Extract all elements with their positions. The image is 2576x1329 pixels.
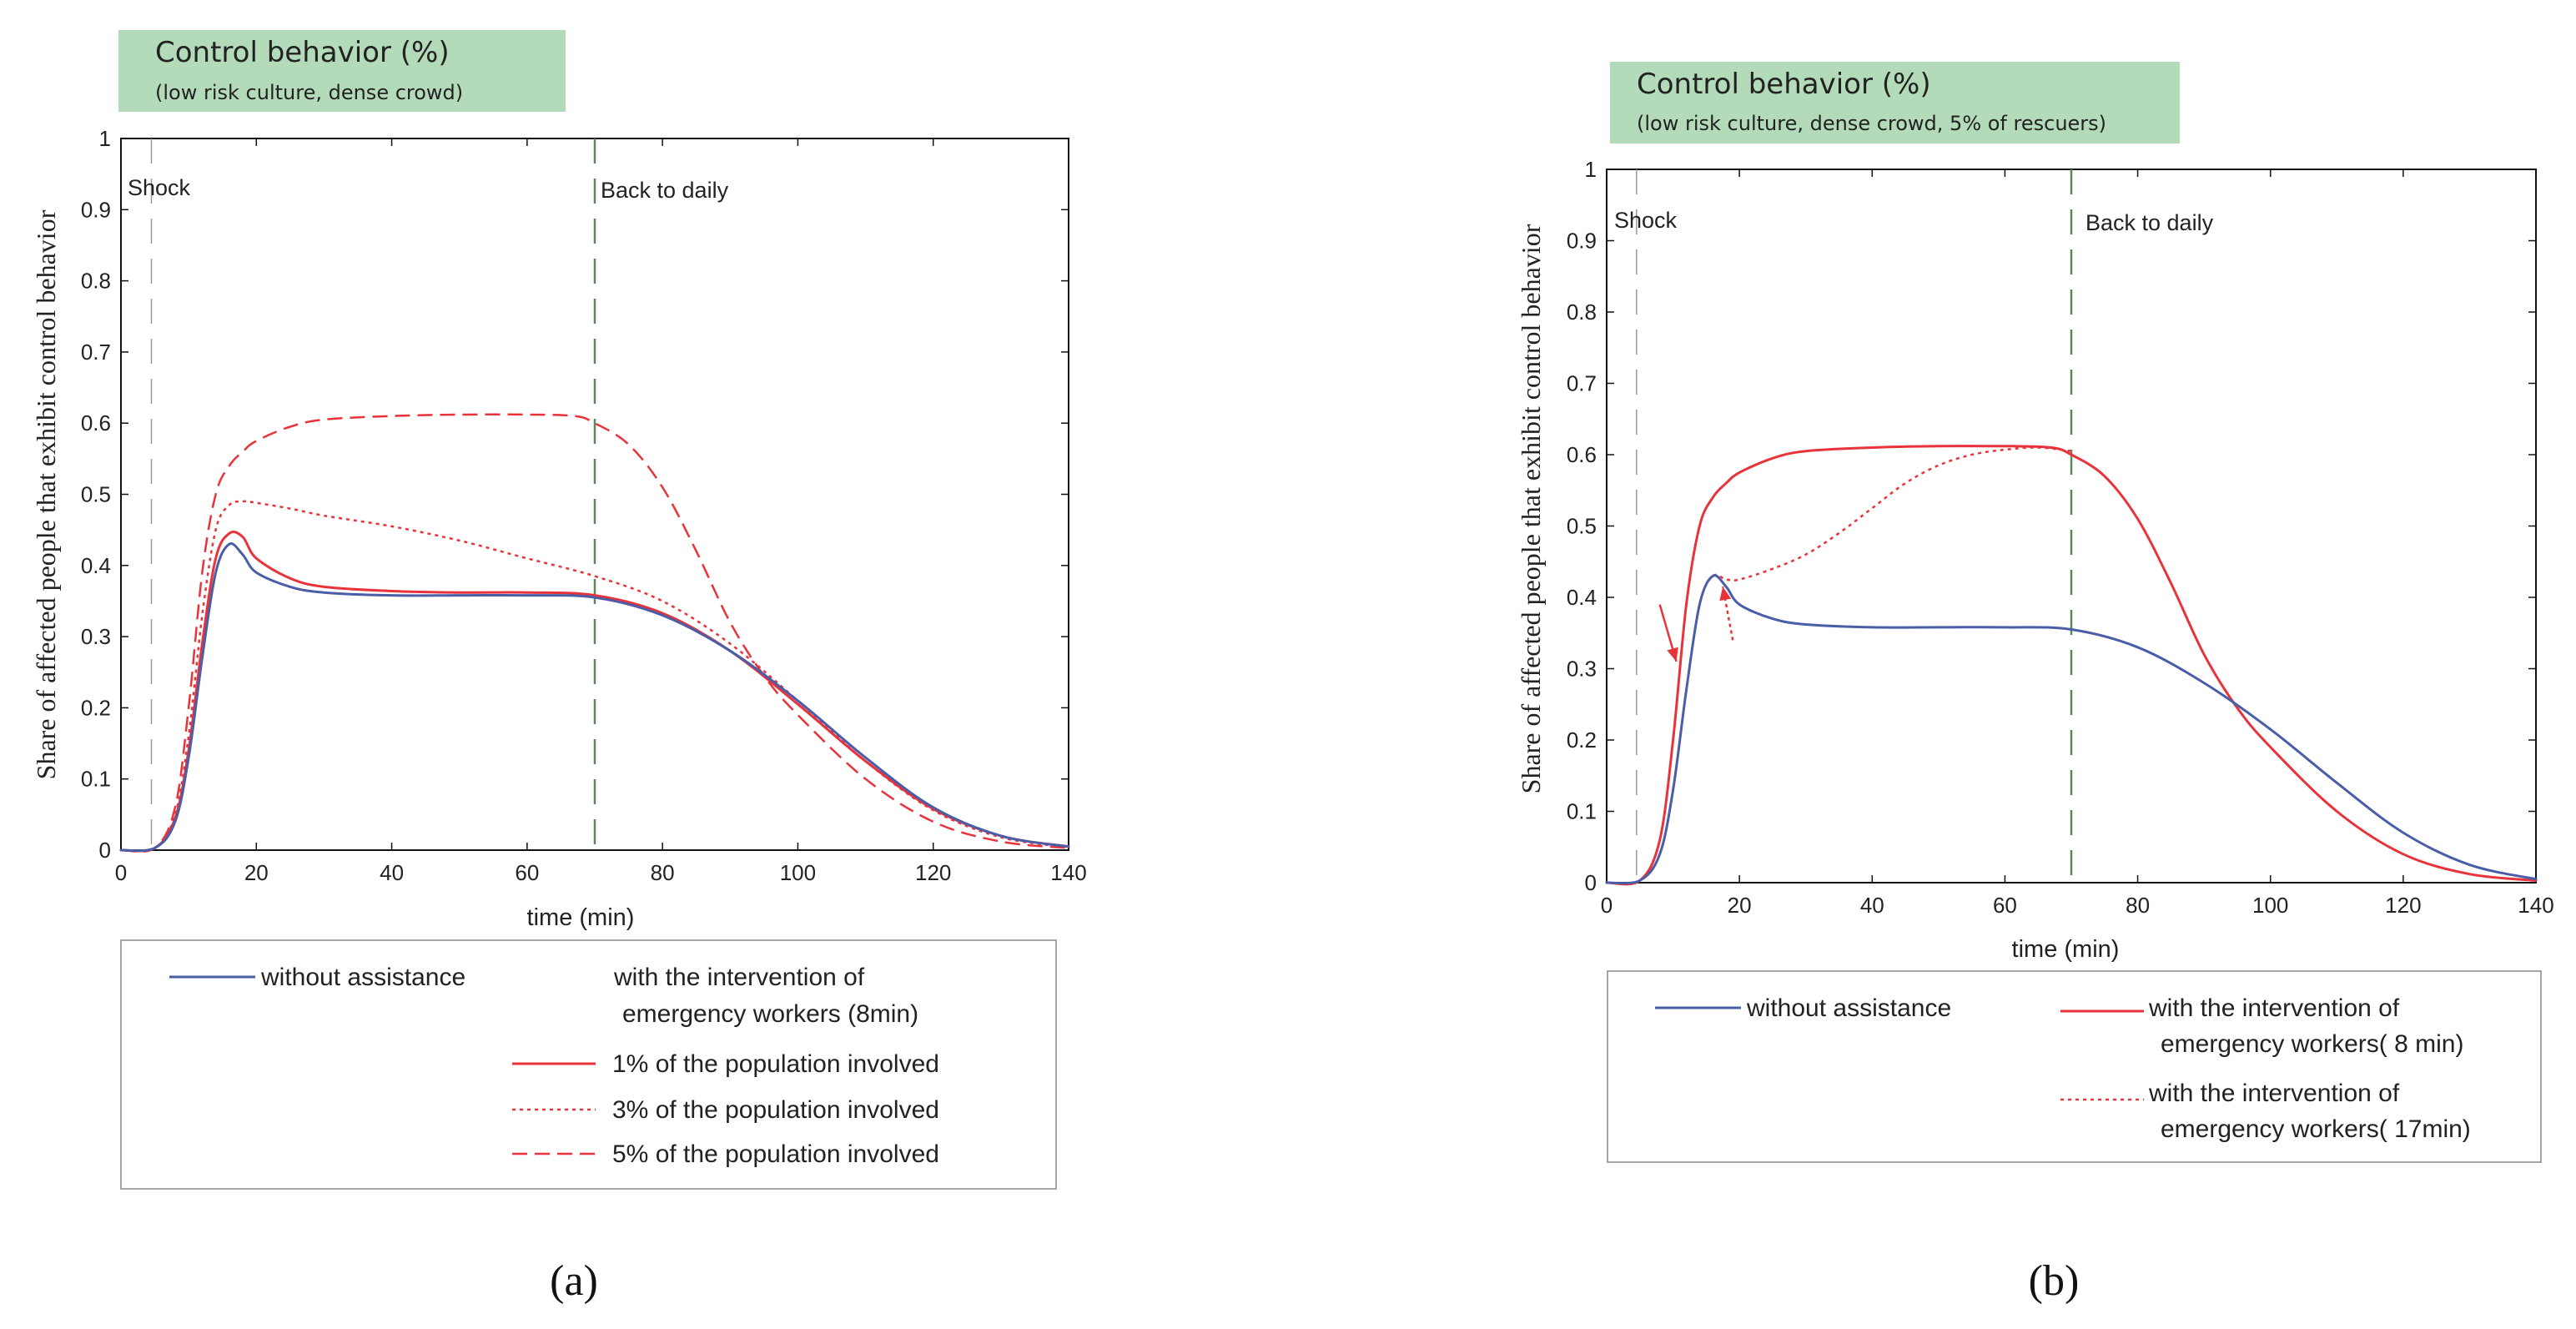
- panel-b-annotation-arrowhead: [1667, 647, 1678, 662]
- panel-b-header-box: [1610, 62, 2180, 143]
- panel-a-plot: 0 0.1 0.2 0.3 0.4 0.5 0.6 0.7 0.8 0.9 1 0 20 40 60 80 10…: [81, 126, 1087, 885]
- panel-a-ytick-label: 0.5: [81, 482, 111, 507]
- panel-a-legend: without assistance with the intervention…: [120, 939, 1057, 1190]
- panel-a-xtick-label: 100: [780, 860, 816, 885]
- panel-b-ylabel: Share of affected people that exhibit co…: [1516, 224, 1546, 793]
- panel-a-ytick-label: 0.1: [81, 767, 111, 792]
- panel-a-legend-label-1pct: 1% of the population involved: [612, 1050, 939, 1078]
- panel-b: Control behavior (%) (low risk culture, …: [1516, 62, 2554, 1305]
- panel-b-label: (b): [2029, 1257, 2080, 1305]
- panel-a-ytick-label: 0.6: [81, 410, 111, 435]
- panel-b-xtick-label: 40: [1860, 893, 1884, 918]
- panel-a-series-3-of-the-population-involved: [120, 500, 1069, 853]
- panel-a-ytick-label: 0.7: [81, 340, 111, 365]
- panel-a-series-without-assistance: [119, 542, 1070, 853]
- panel-a-xtick-label: 140: [1050, 860, 1086, 885]
- panel-a-legend-label-5pct: 5% of the population involved: [612, 1140, 939, 1168]
- panel-b-ytick-label: 0.9: [1567, 229, 1597, 254]
- panel-b-xtick-label: 0: [1601, 893, 1613, 918]
- panel-b-series-with-the-intervention-of-emergency-workers-8-min-: [1605, 445, 2538, 886]
- panel-b-ytick-label: 1: [1585, 157, 1597, 182]
- panel-a-legend-group-title-1: with the intervention of: [613, 964, 865, 991]
- panel-a-ytick-label: 0.9: [81, 197, 111, 222]
- panel-b-ytick-label: 0.3: [1567, 657, 1597, 682]
- panel-b-ytick-label: 0.6: [1567, 442, 1597, 467]
- panel-b-ytick-label: 0.1: [1567, 799, 1597, 824]
- panel-a-ytick-label: 0.3: [81, 624, 111, 649]
- panel-a-header-box: [118, 30, 566, 112]
- panel-b-xtick-label: 80: [2126, 893, 2150, 918]
- panel-b-back-to-daily-label: Back to daily: [2085, 210, 2214, 235]
- panel-b-series-with-the-intervention-of-emergency-workers-17min-: [1606, 446, 2072, 884]
- panel-b-legend-label-17min-line2: emergency workers( 17min): [2161, 1115, 2471, 1143]
- panel-b-legend-label-8min-line2: emergency workers( 8 min): [2161, 1030, 2463, 1058]
- panel-b-series-without-assistance: [1605, 574, 2538, 885]
- panel-a-ylabel: Share of affected people that exhibit co…: [31, 209, 61, 779]
- panel-b-legend-label-8min-line1: with the intervention of: [2148, 994, 2400, 1022]
- panel-b-xlabel: time (min): [2012, 936, 2120, 963]
- panel-b-annotation-arrowhead: [1719, 586, 1732, 602]
- panel-b-header-subtitle: (low risk culture, dense crowd, 5% of re…: [1637, 112, 2106, 135]
- panel-a-series-5-of-the-population-involved: [120, 413, 1069, 853]
- panel-b-legend-box: [1607, 970, 2542, 1163]
- panel-a-xtick-label: 20: [244, 860, 269, 885]
- panel-b-xtick-label: 140: [2518, 893, 2553, 918]
- panel-b-annotation-arrow: [1722, 586, 1734, 641]
- panel-a-ytick-label: 0.4: [81, 553, 111, 578]
- panel-b-ytick-label: 0: [1585, 870, 1597, 895]
- panel-a-header-title: Control behavior (%): [155, 36, 450, 69]
- panel-a-header-subtitle: (low risk culture, dense crowd): [155, 81, 463, 104]
- panel-b-xtick-label: 60: [1993, 893, 2017, 918]
- panel-a-xtick-label: 60: [515, 860, 539, 885]
- panel-b-ytick-label: 0.7: [1567, 371, 1597, 396]
- panel-b-ytick-label: 0.2: [1567, 727, 1597, 753]
- panel-b-legend-label-without: without assistance: [1746, 994, 1951, 1022]
- panel-a-legend-label-3pct: 3% of the population involved: [612, 1096, 939, 1124]
- panel-a-series-1-of-the-population-involved: [119, 531, 1070, 853]
- panel-a-ytick-label: 0: [99, 838, 111, 863]
- panel-a-legend-label-without: without assistance: [260, 964, 465, 991]
- panel-a-xtick-label: 120: [915, 860, 951, 885]
- panel-b-ytick-label: 0.4: [1567, 585, 1597, 610]
- panel-a-legend-group-title-2: emergency workers (8min): [622, 1000, 918, 1028]
- panel-b-shock-label: Shock: [1614, 208, 1678, 233]
- panel-b-xtick-label: 100: [2252, 893, 2288, 918]
- panel-b-legend: without assistance with the intervention…: [1607, 970, 2542, 1163]
- panel-b-ytick-label: 0.5: [1567, 514, 1597, 539]
- panel-a-xtick-label: 40: [380, 860, 404, 885]
- panel-a-shock-label: Shock: [128, 175, 191, 200]
- panel-b-header-title: Control behavior (%): [1637, 68, 1931, 101]
- panel-b-plot: 0 0.1 0.2 0.3 0.4 0.5 0.6 0.7 0.8 0.9 1 0 20 40 60 80 10…: [1567, 157, 2554, 918]
- panel-a-back-to-daily-label: Back to daily: [601, 178, 729, 203]
- panel-b-legend-label-17min-line1: with the intervention of: [2148, 1080, 2400, 1107]
- panel-a-ytick-label: 0.2: [81, 695, 111, 720]
- panel-a-label: (a): [550, 1257, 598, 1305]
- panel-a-xlabel: time (min): [527, 904, 635, 931]
- panel-b-ytick-label: 0.8: [1567, 300, 1597, 325]
- panel-a-ytick-label: 1: [99, 126, 111, 151]
- panel-b-xtick-label: 120: [2385, 893, 2421, 918]
- panel-a-xtick-label: 0: [115, 860, 127, 885]
- panel-a-ytick-label: 0.8: [81, 269, 111, 294]
- panel-a-xtick-label: 80: [651, 860, 675, 885]
- panel-a: Control behavior (%) (low risk culture, …: [31, 30, 1087, 1305]
- panel-b-xtick-label: 20: [1728, 893, 1752, 918]
